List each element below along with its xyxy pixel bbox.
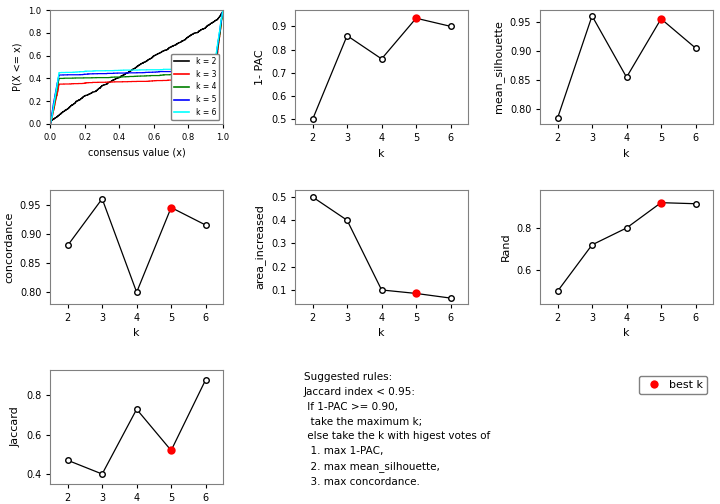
k = 3 xyxy=(49,109,58,115)
k = 3 xyxy=(46,121,55,127)
Y-axis label: concordance: concordance xyxy=(4,211,14,283)
k = 5 xyxy=(48,109,57,115)
k = 6 xyxy=(215,32,223,38)
k = 4 xyxy=(184,71,193,77)
Y-axis label: P(X <= x): P(X <= x) xyxy=(12,43,22,91)
k = 4 xyxy=(79,75,88,81)
k = 2 xyxy=(46,121,55,127)
k = 4 xyxy=(215,32,224,38)
X-axis label: k: k xyxy=(133,329,140,339)
Y-axis label: mean_silhouette: mean_silhouette xyxy=(493,21,504,113)
k = 3 xyxy=(210,75,219,81)
Y-axis label: 1- PAC: 1- PAC xyxy=(256,49,266,85)
k = 3 xyxy=(211,71,220,77)
k = 4 xyxy=(219,7,228,13)
Y-axis label: area_increased: area_increased xyxy=(254,205,266,289)
k = 4 xyxy=(215,30,224,36)
k = 2 xyxy=(121,71,130,77)
k = 2 xyxy=(58,109,67,115)
k = 6 xyxy=(215,30,223,36)
k = 3 xyxy=(215,32,224,38)
k = 5 xyxy=(213,43,222,49)
Legend: best k: best k xyxy=(639,375,707,395)
X-axis label: consensus value (x): consensus value (x) xyxy=(88,148,186,158)
X-axis label: k: k xyxy=(378,149,385,159)
k = 4 xyxy=(46,121,55,127)
k = 3 xyxy=(216,30,225,36)
k = 6 xyxy=(54,75,63,81)
k = 2 xyxy=(169,43,178,49)
X-axis label: k: k xyxy=(624,329,630,339)
k = 5 xyxy=(46,121,55,127)
Text: Suggested rules:
Jaccard index < 0.95:
 If 1-PAC >= 0.90,
  take the maximum k;
: Suggested rules: Jaccard index < 0.95: I… xyxy=(304,372,490,487)
k = 5 xyxy=(215,30,224,36)
k = 2 xyxy=(191,30,199,36)
k = 4 xyxy=(48,109,57,115)
k = 6 xyxy=(213,43,222,49)
k = 3 xyxy=(214,43,222,49)
Legend: k = 2, k = 3, k = 4, k = 5, k = 6: k = 2, k = 3, k = 4, k = 5, k = 6 xyxy=(171,54,219,120)
Line: k = 3: k = 3 xyxy=(50,10,223,124)
k = 4 xyxy=(214,43,222,49)
k = 2 xyxy=(186,32,195,38)
k = 5 xyxy=(215,32,223,38)
k = 6 xyxy=(46,121,55,127)
k = 3 xyxy=(219,7,228,13)
k = 5 xyxy=(89,71,97,77)
Line: k = 2: k = 2 xyxy=(50,10,223,124)
X-axis label: k: k xyxy=(378,329,385,339)
k = 6 xyxy=(219,7,228,13)
Line: k = 5: k = 5 xyxy=(50,10,223,124)
k = 5 xyxy=(54,75,63,81)
k = 2 xyxy=(114,75,122,81)
Line: k = 4: k = 4 xyxy=(50,10,223,124)
k = 2 xyxy=(219,7,228,13)
k = 6 xyxy=(55,71,63,77)
k = 6 xyxy=(48,109,57,115)
Line: k = 6: k = 6 xyxy=(50,10,223,124)
k = 5 xyxy=(219,7,228,13)
Y-axis label: Jaccard: Jaccard xyxy=(11,407,21,447)
X-axis label: k: k xyxy=(624,149,630,159)
Y-axis label: Rand: Rand xyxy=(500,233,510,261)
